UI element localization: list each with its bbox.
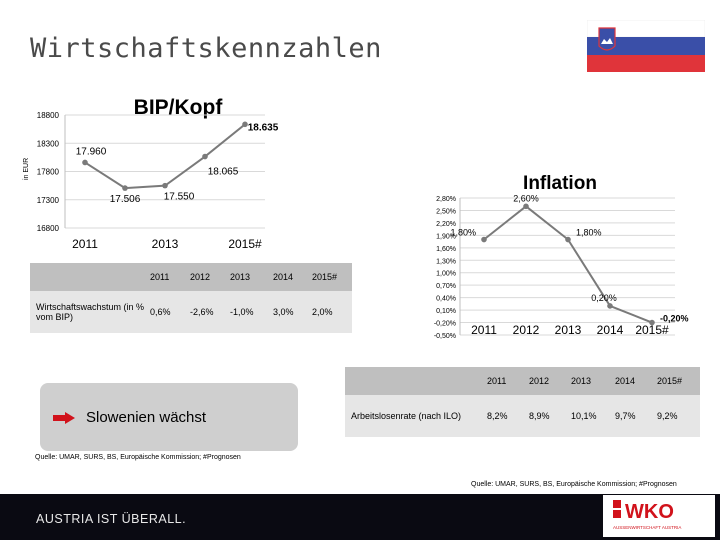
table-cell: 9,7% <box>615 395 657 437</box>
table-header-cell: 2013 <box>230 263 273 291</box>
table-header-row: 2011 2012 2013 2014 2015# <box>345 367 700 395</box>
bip-data-point <box>202 153 208 160</box>
bip-y-tick-label: 17300 <box>37 196 60 205</box>
inflation-y-tick-label: 1,60% <box>436 246 456 253</box>
inflation-y-tick-label: 0,10% <box>436 308 456 315</box>
inflation-data-label: -0,20% <box>660 314 689 324</box>
table-row: Arbeitslosenrate (nach ILO) 8,2% 8,9% 10… <box>345 395 700 437</box>
wko-logo-subtext: AUSSENWIRTSCHAFT AUSTRIA <box>613 525 681 530</box>
table-header-cell: 2012 <box>190 263 230 291</box>
table-cell: 2,0% <box>312 291 352 333</box>
inflation-y-tick-label: 1,90% <box>436 233 456 240</box>
table-cell: 0,6% <box>150 291 190 333</box>
source-note-left: Quelle: UMAR, SURS, BS, Europäische Komm… <box>35 454 241 461</box>
bip-data-point <box>242 121 248 128</box>
bip-y-tick-label: 18300 <box>37 139 60 148</box>
table-cell: 10,1% <box>571 395 615 437</box>
table-header-cell: 2014 <box>615 367 657 395</box>
arrow-right-icon <box>53 412 75 424</box>
inflation-x-tick-label: 2014 <box>597 323 624 337</box>
bip-chart-title: BIP/Kopf <box>134 96 224 119</box>
inflation-data-label: 2,60% <box>513 193 539 203</box>
table-header-cell: 2011 <box>487 367 529 395</box>
bip-data-label: 17.960 <box>76 146 107 157</box>
bip-y-tick-label: 17800 <box>37 168 60 177</box>
table-header-row: 2011 2012 2013 2014 2015# <box>30 263 352 291</box>
table-cell: 8,2% <box>487 395 529 437</box>
bip-data-label: 18.065 <box>208 167 239 178</box>
bip-chart: BIP/Kopf in EUR 16800 17300 17800 18300 1880… <box>23 96 279 251</box>
inflation-y-tick-label: 1,30% <box>436 258 456 265</box>
bip-data-point <box>82 159 88 166</box>
wko-logo-text: WKO <box>625 501 674 523</box>
inflation-y-tick-label: 0,70% <box>436 283 456 290</box>
bip-x-tick-label: 2015# <box>228 237 262 251</box>
inflation-chart: Inflation 2,80% 2,50% 2,20% 1,90% 1,60% 1,30%… <box>434 173 689 340</box>
inflation-x-tick-label: 2013 <box>555 323 582 337</box>
inflation-data-label: 1,80% <box>450 228 476 238</box>
table-cell: -2,6% <box>190 291 230 333</box>
page-title: Wirtschaftskennzahlen <box>30 33 382 64</box>
bip-data-point <box>122 185 128 191</box>
inflation-x-tick-label: 2011 <box>471 323 497 337</box>
bip-x-tick-label: 2011 <box>72 237 98 251</box>
inflation-y-tick-label: 0,40% <box>436 296 456 303</box>
inflation-data-point <box>565 236 571 243</box>
table-header-cell: 2015# <box>657 367 700 395</box>
table-cell: 9,2% <box>657 395 700 437</box>
inflation-data-point <box>481 236 487 243</box>
bip-y-tick-label: 18800 <box>37 111 60 120</box>
table-row-label: Arbeitslosenrate (nach ILO) <box>345 395 487 437</box>
inflation-data-point <box>607 303 613 309</box>
bip-series-line <box>84 123 246 190</box>
inflation-chart-title: Inflation <box>523 173 597 194</box>
unemployment-table: 2011 2012 2013 2014 2015# Arbeitslosenra… <box>345 367 700 437</box>
table-header-cell: 2013 <box>571 367 615 395</box>
inflation-y-tick-label: 2,20% <box>436 221 456 228</box>
table-header-cell: 2015# <box>312 263 352 291</box>
table-cell: 3,0% <box>273 291 312 333</box>
growth-table: 2011 2012 2013 2014 2015# Wirtschaftswac… <box>30 263 352 333</box>
banner-label: Slowenien wächst <box>86 409 207 426</box>
inflation-y-tick-label: -0,50% <box>434 333 456 340</box>
inflation-y-tick-label: 1,00% <box>436 271 456 278</box>
footer-tagline: AUSTRIA IST ÜBERALL. <box>36 512 187 526</box>
source-note-right: Quelle: UMAR, SURS, BS, Europäische Komm… <box>471 481 677 488</box>
inflation-y-tick-label: 2,50% <box>436 208 456 215</box>
bip-y-tick-label: 16800 <box>37 224 60 233</box>
inflation-series-line <box>483 205 653 324</box>
table-header-empty <box>30 263 150 291</box>
wko-logo: WKO AUSSENWIRTSCHAFT AUSTRIA <box>603 495 715 537</box>
inflation-y-tick-label: -0,20% <box>434 321 456 328</box>
bip-data-label: 17.506 <box>110 194 141 205</box>
inflation-data-label: 1,80% <box>576 228 602 238</box>
inflation-x-tick-label: 2015# <box>635 323 669 337</box>
table-cell: 8,9% <box>529 395 571 437</box>
inflation-y-tick-label: 2,80% <box>436 196 456 203</box>
slovenia-flag-icon <box>587 20 705 72</box>
inflation-data-label: 0,20% <box>591 293 617 303</box>
table-row: Wirtschaftswachstum (in % vom BIP) 0,6% … <box>30 291 352 333</box>
table-header-cell: 2012 <box>529 367 571 395</box>
inflation-data-point <box>649 319 655 326</box>
highlight-banner <box>40 383 298 451</box>
bip-y-axis-label: in EUR <box>23 158 30 180</box>
bip-data-point <box>162 182 168 189</box>
bip-data-label: 18.635 <box>248 122 279 133</box>
footer-band <box>0 494 720 540</box>
inflation-x-tick-label: 2012 <box>513 323 540 337</box>
table-header-cell: 2014 <box>273 263 312 291</box>
bip-x-tick-label: 2013 <box>152 237 179 251</box>
table-cell: -1,0% <box>230 291 273 333</box>
table-row-label: Wirtschaftswachstum (in % vom BIP) <box>30 291 150 333</box>
table-header-empty <box>345 367 487 395</box>
bip-data-label: 17.550 <box>164 192 195 203</box>
inflation-data-point <box>523 203 529 210</box>
table-header-cell: 2011 <box>150 263 190 291</box>
